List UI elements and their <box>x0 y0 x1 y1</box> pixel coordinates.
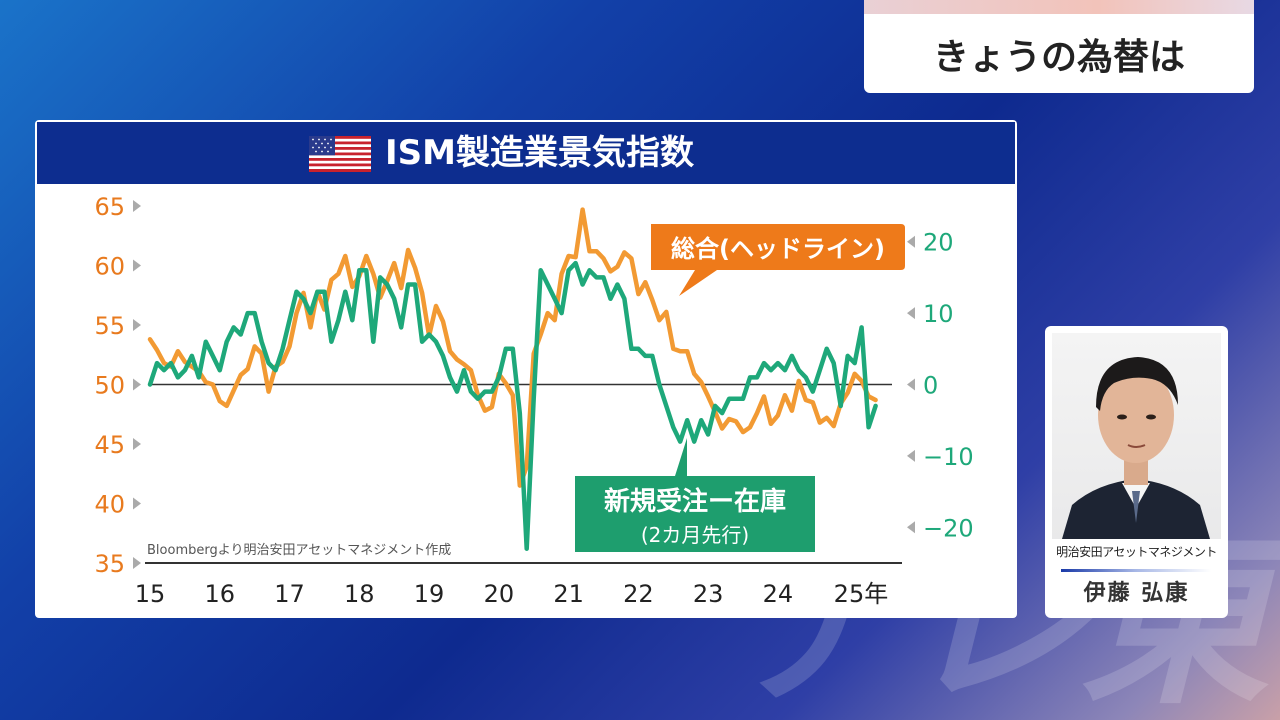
presenter-divider <box>1061 569 1211 572</box>
left-tick-label: 65 <box>94 193 125 221</box>
x-tick-label: 21 <box>553 580 584 608</box>
left-tick-label: 45 <box>94 431 125 459</box>
x-tick-label: 25年 <box>834 580 889 608</box>
right-tick-arrow <box>907 449 915 462</box>
left-tick-arrow <box>133 200 141 212</box>
x-tick-label: 22 <box>623 580 654 608</box>
right-tick-label: −10 <box>923 443 974 471</box>
left-tick-arrow <box>133 497 141 510</box>
right-tick-label: 0 <box>923 372 938 400</box>
series-line-new-orders-minus-inventories <box>147 260 878 551</box>
x-tick-label: 19 <box>414 580 445 608</box>
topic-banner-text: きょうの為替は <box>864 14 1254 93</box>
right-tick-label: −20 <box>923 514 974 542</box>
left-tick-arrow <box>133 319 141 331</box>
x-tick-label: 15 <box>135 580 166 608</box>
right-tick-arrow <box>907 235 915 248</box>
left-tick-label: 40 <box>94 491 125 519</box>
right-tick-arrow <box>907 307 915 320</box>
source-note: Bloombergより明治安田アセットマネジメント作成 <box>147 543 451 558</box>
left-tick-label: 35 <box>94 550 125 578</box>
left-tick-arrow <box>133 378 141 391</box>
right-tick-arrow <box>907 378 915 391</box>
left-tick-label: 60 <box>94 253 125 281</box>
chart-panel: ISM製造業景気指数 65 60 55 50 45 40 35 20 10 0 −10 −20 15 16… <box>35 120 1017 618</box>
x-tick-label: 24 <box>763 580 794 608</box>
left-tick-label: 50 <box>94 372 125 400</box>
left-tick-arrow <box>133 557 141 569</box>
x-tick-label: 17 <box>274 580 305 608</box>
presenter-photo <box>1052 333 1221 539</box>
left-tick-label: 55 <box>94 312 125 340</box>
headline-callout-label: 総合(ヘッドライン) <box>671 235 885 263</box>
x-tick-label: 16 <box>204 580 235 608</box>
right-tick-arrow <box>907 521 915 534</box>
right-tick-label: 10 <box>923 300 954 328</box>
x-tick-label: 18 <box>344 580 375 608</box>
series-line-headline <box>147 207 878 488</box>
left-tick-arrow <box>133 438 141 450</box>
us-flag-icon <box>309 136 371 172</box>
chart-header: ISM製造業景気指数 <box>37 122 1015 184</box>
x-tick-label: 20 <box>484 580 515 608</box>
presenter-card: 明治安田アセットマネジメント 伊藤 弘康 <box>1045 326 1228 618</box>
presenter-company: 明治安田アセットマネジメント <box>1056 545 1217 559</box>
ism-line-chart: 65 60 55 50 45 40 35 20 10 0 −10 −20 15 16 17 18 19 20 21 2… <box>94 193 974 608</box>
orders-callout-box <box>575 438 815 552</box>
orders-callout-note: (2カ月先行) <box>641 523 749 547</box>
topic-banner-strip <box>864 0 1254 14</box>
headline-callout-box <box>651 224 905 296</box>
right-tick-label: 20 <box>923 229 954 257</box>
chart-title: ISM製造業景気指数 <box>385 133 694 173</box>
left-tick-arrow <box>133 259 141 272</box>
orders-callout-label: 新規受注ー在庫 <box>604 486 786 517</box>
x-tick-label: 23 <box>693 580 724 608</box>
presenter-name: 伊藤 弘康 <box>1083 581 1190 606</box>
topic-banner: きょうの為替は <box>864 0 1254 93</box>
